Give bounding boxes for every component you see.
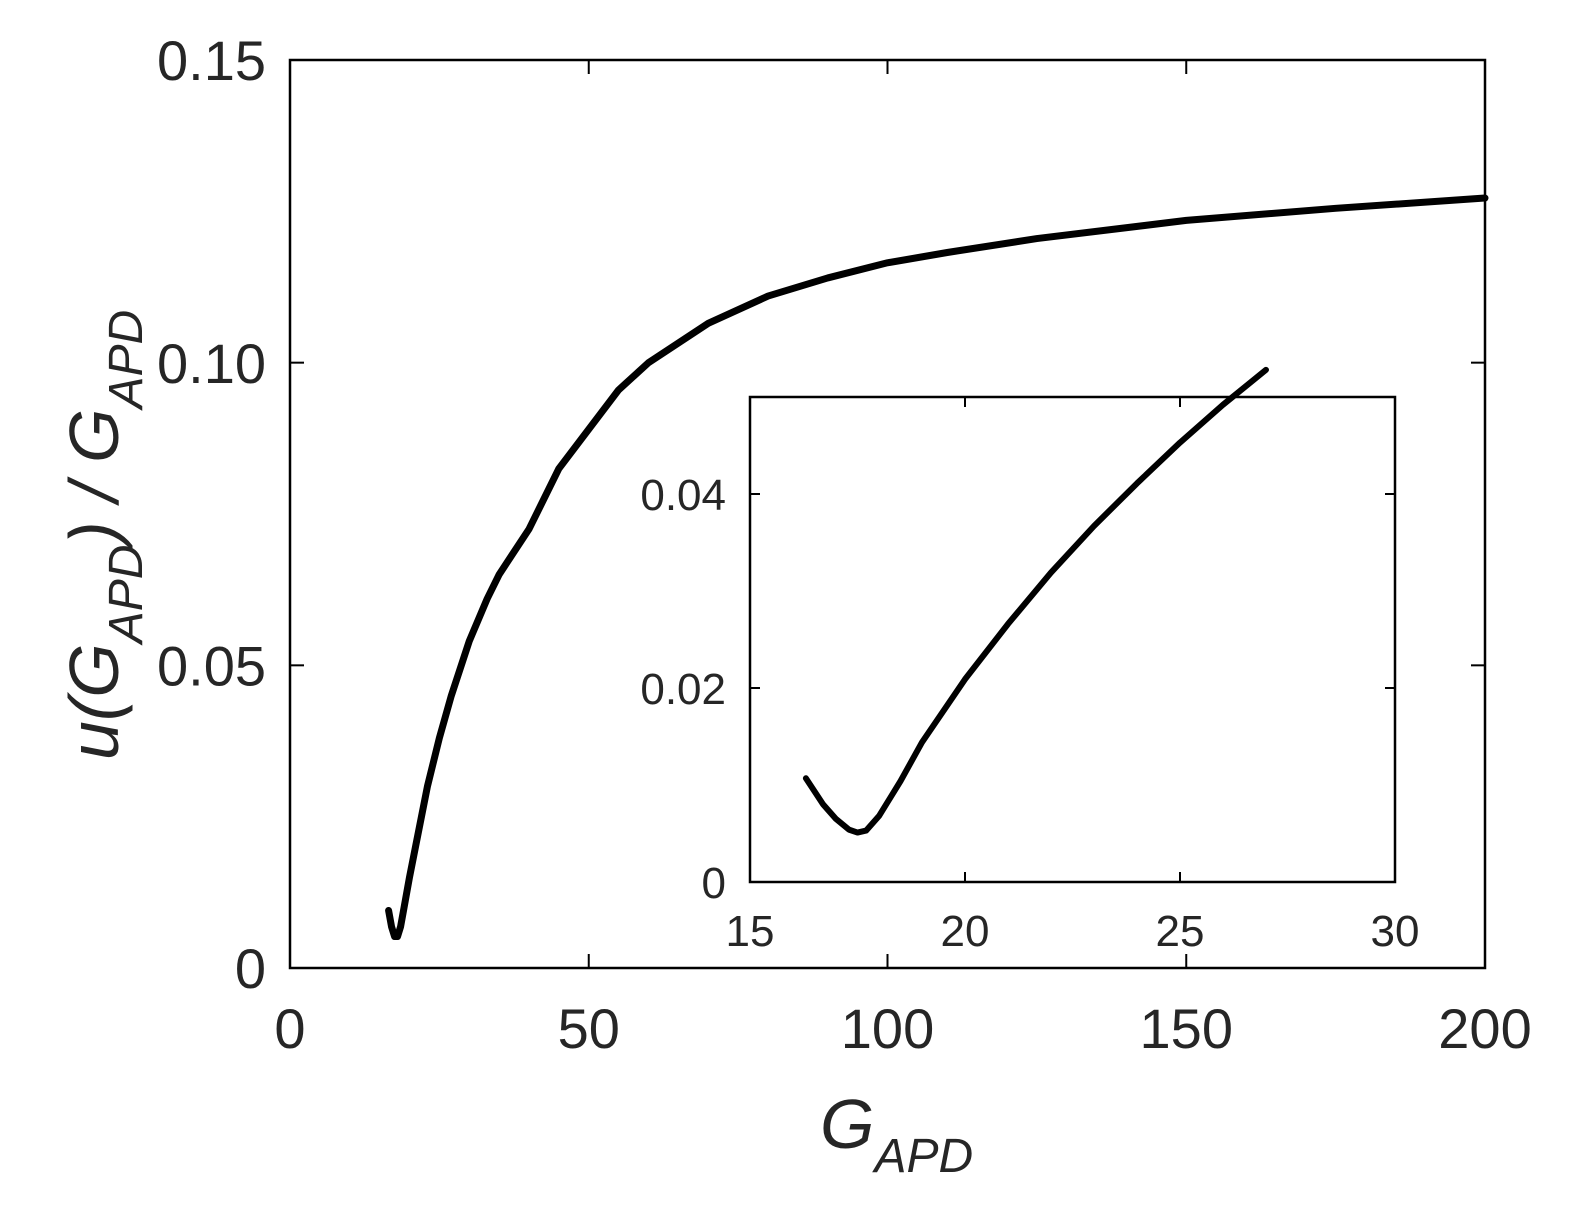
main-x-tick-label: 50 <box>558 997 620 1060</box>
main-x-tick-label: 200 <box>1438 997 1531 1060</box>
main-ticks <box>289 59 1486 969</box>
inset-x-tick-label: 30 <box>1371 907 1420 956</box>
inset-y-tick-label: 0.02 <box>640 665 726 714</box>
main-x-tick-label: 150 <box>1140 997 1233 1060</box>
inset-tick-labels: 15 20 25 30 0 0.02 0.04 <box>640 471 1419 956</box>
inset-plot: 15 20 25 30 0 0.02 0.04 <box>640 366 1419 956</box>
main-y-tick-label: 0.15 <box>157 29 266 92</box>
main-x-tick-label: 0 <box>274 997 305 1060</box>
main-y-tick-label: 0.10 <box>157 332 266 395</box>
inset-y-tick-label: 0.04 <box>640 471 726 520</box>
main-x-tick-label: 100 <box>841 997 934 1060</box>
inset-x-tick-label: 20 <box>941 907 990 956</box>
inset-axes-frame <box>748 395 1397 884</box>
inset-x-tick-label: 15 <box>726 907 775 956</box>
y-axis-label-func-sub: APD <box>100 545 153 647</box>
inset-y-tick-label: 0 <box>702 859 726 908</box>
y-axis-label-func: u(G <box>55 643 133 760</box>
x-axis-label-base: G <box>820 1085 874 1163</box>
inset-x-tick-label: 25 <box>1156 907 1205 956</box>
main-series-line <box>385 194 1489 941</box>
x-axis-label: GAPD <box>820 1085 973 1183</box>
x-axis-label-sub: APD <box>871 1130 973 1183</box>
inset-ticks <box>749 397 1396 883</box>
y-axis-label-sub: APD <box>100 310 153 412</box>
y-axis-label: u(GAPD) / GAPD <box>55 310 153 760</box>
main-y-tick-label: 0.05 <box>157 634 266 697</box>
y-axis-label-mid: ) / G <box>55 408 133 551</box>
main-y-tick-label: 0 <box>235 937 266 1000</box>
inset-series-line <box>802 366 1269 836</box>
